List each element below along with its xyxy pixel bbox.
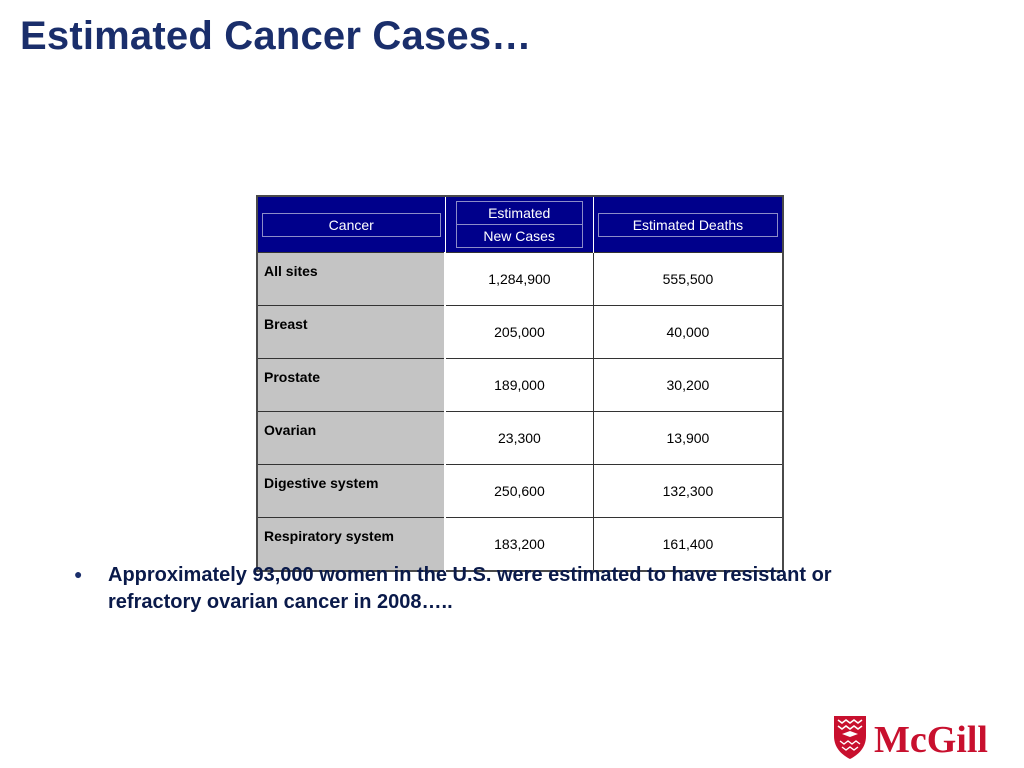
row-new-cases: 189,000 — [445, 358, 594, 412]
table-row: Digestive system 250,600 132,300 — [257, 464, 783, 518]
header-cancer-label: Cancer — [262, 212, 441, 237]
header-deaths-label: Estimated Deaths — [597, 212, 778, 237]
mcgill-logo: McGill — [832, 714, 988, 765]
row-deaths: 13,900 — [593, 411, 783, 465]
mcgill-crest-icon — [832, 714, 868, 765]
header-new-cases-line1: Estimated — [455, 201, 583, 225]
header-new-cases: Estimated New Cases — [445, 196, 594, 253]
table-row: All sites 1,284,900 555,500 — [257, 252, 783, 306]
cancer-table: Cancer Estimated New Cases Estimated Dea… — [256, 195, 784, 572]
row-new-cases: 183,200 — [445, 517, 594, 571]
row-site-label: Respiratory system — [257, 517, 446, 571]
row-site-label: Ovarian — [257, 411, 446, 465]
row-site-label: Prostate — [257, 358, 446, 412]
row-deaths: 161,400 — [593, 517, 783, 571]
row-deaths: 40,000 — [593, 305, 783, 359]
header-deaths: Estimated Deaths — [593, 196, 783, 253]
row-deaths: 555,500 — [593, 252, 783, 306]
header-cancer: Cancer — [257, 196, 446, 253]
slide-title: Estimated Cancer Cases… — [20, 14, 532, 58]
table-row: Ovarian 23,300 13,900 — [257, 411, 783, 465]
table-row: Respiratory system 183,200 161,400 — [257, 517, 783, 571]
row-deaths: 132,300 — [593, 464, 783, 518]
row-new-cases: 23,300 — [445, 411, 594, 465]
bullet-icon: ● — [74, 566, 83, 582]
row-new-cases: 205,000 — [445, 305, 594, 359]
bullet-point: ● Approximately 93,000 women in the U.S.… — [74, 562, 934, 616]
table-row: Prostate 189,000 30,200 — [257, 358, 783, 412]
row-site-label: Breast — [257, 305, 446, 359]
table-row: Breast 205,000 40,000 — [257, 305, 783, 359]
row-deaths: 30,200 — [593, 358, 783, 412]
row-site-label: Digestive system — [257, 464, 446, 518]
bullet-text: Approximately 93,000 women in the U.S. w… — [108, 564, 832, 613]
table-header-row: Cancer Estimated New Cases Estimated Dea… — [257, 196, 783, 253]
mcgill-wordmark: McGill — [874, 718, 988, 761]
header-new-cases-line2: New Cases — [455, 225, 583, 248]
row-new-cases: 1,284,900 — [445, 252, 594, 306]
row-new-cases: 250,600 — [445, 464, 594, 518]
row-site-label: All sites — [257, 252, 446, 306]
